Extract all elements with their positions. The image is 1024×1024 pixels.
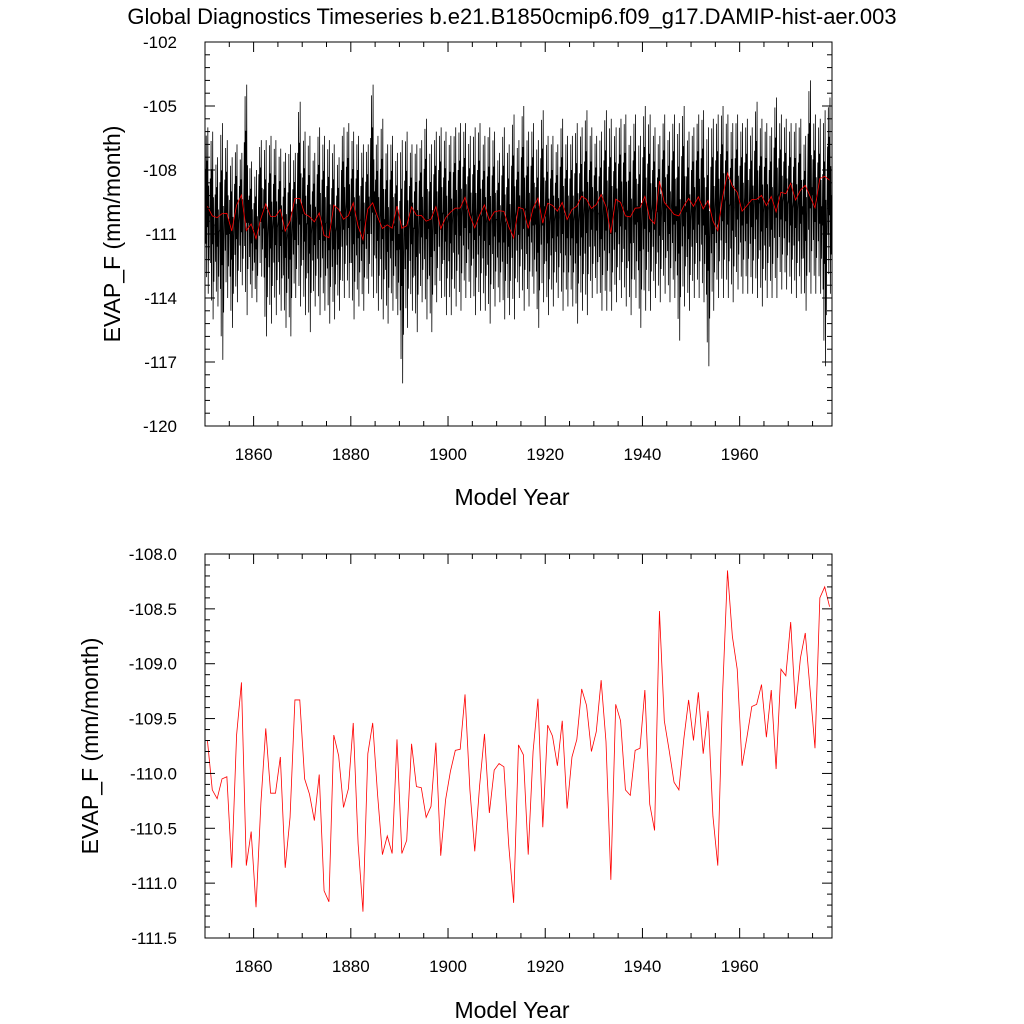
y-tick-label: -108 (143, 161, 177, 180)
bottom-y-axis-title: EVAP_F (mm/month) (77, 638, 103, 855)
x-tick-label: 1900 (429, 957, 467, 976)
bottom-series-group (207, 570, 830, 912)
top-axis-ticks: 1860 1880 1900 1920 1940 1960 -120 -117 -114 -111… (143, 33, 832, 464)
y-tick-label: -109.0 (129, 655, 177, 674)
series-line-0-0 (204, 80, 832, 384)
x-tick-label: 1860 (235, 957, 273, 976)
y-tick-label: -111.5 (131, 929, 177, 948)
x-tick-label: 1940 (624, 445, 662, 464)
y-tick-label: -111.0 (131, 874, 177, 893)
y-tick-label: -110.5 (130, 819, 177, 838)
figure-title: Global Diagnostics Timeseries b.e21.B185… (127, 4, 896, 29)
bottom-axis-ticks: 1860 1880 1900 1920 1940 1960 -111.5 -111.0 -110… (129, 545, 832, 976)
y-tick-label: -117 (144, 353, 177, 372)
y-tick-label: -108.5 (129, 600, 177, 619)
x-tick-label: 1880 (332, 957, 370, 976)
y-tick-label: -120 (143, 417, 177, 436)
x-tick-label: 1960 (721, 445, 759, 464)
top-series-group (204, 80, 832, 384)
x-tick-label: 1940 (624, 957, 662, 976)
series-line-1-0 (207, 570, 830, 912)
y-tick-label: -105 (143, 97, 177, 116)
y-tick-label: -111 (145, 225, 177, 244)
x-tick-label: 1900 (429, 445, 467, 464)
bottom-panel: 1860 1880 1900 1920 1940 1960 -111.5 -111.0 -110… (77, 545, 833, 1023)
top-x-axis-title: Model Year (454, 484, 569, 510)
y-tick-label: -114 (144, 289, 177, 308)
x-tick-label: 1920 (526, 445, 564, 464)
x-tick-label: 1860 (235, 445, 273, 464)
bottom-plot-frame (204, 553, 833, 939)
y-tick-label: -108.0 (129, 545, 177, 564)
top-y-axis-title: EVAP_F (mm/month) (99, 126, 125, 343)
top-panel: 1860 1880 1900 1920 1940 1960 -120 -117 -114 -111… (99, 33, 833, 510)
y-tick-label: -110.0 (130, 764, 177, 783)
x-tick-label: 1880 (332, 445, 370, 464)
y-tick-label: -102 (143, 33, 177, 52)
x-tick-label: 1960 (721, 957, 759, 976)
x-tick-label: 1920 (526, 957, 564, 976)
y-tick-label: -109.5 (129, 710, 177, 729)
bottom-x-axis-title: Model Year (454, 997, 569, 1023)
